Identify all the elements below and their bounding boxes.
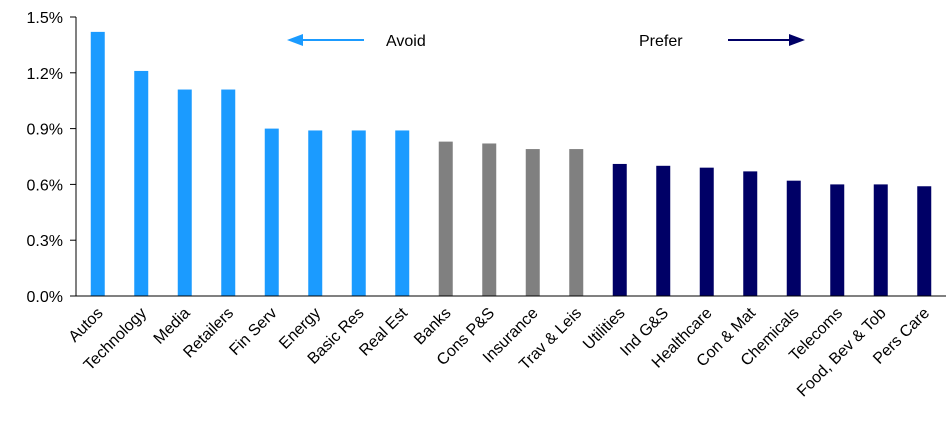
legend: Avoid Prefer <box>287 33 805 50</box>
y-tick-label: 1.5% <box>27 10 63 27</box>
bar-media <box>177 89 192 296</box>
bars <box>90 31 932 296</box>
bar-technology <box>134 70 149 296</box>
legend-avoid-label: Avoid <box>386 33 426 50</box>
bar-ind-g-s <box>656 165 671 296</box>
x-tick-label: Fin Serv <box>226 305 280 359</box>
bar-telecoms <box>830 184 845 296</box>
bar-retailers <box>221 89 236 296</box>
bar-insurance <box>525 149 540 296</box>
bar-fin-serv <box>264 128 279 296</box>
y-tick-label: 0.6% <box>27 177 63 194</box>
bar-utilities <box>612 163 627 296</box>
legend-prefer-label: Prefer <box>639 33 683 50</box>
bar-banks <box>438 141 453 296</box>
x-tick-label: Media <box>151 305 194 348</box>
bar-autos <box>90 31 105 296</box>
legend-prefer: Prefer <box>639 33 805 50</box>
y-tick-label: 0.0% <box>27 289 63 306</box>
legend-avoid: Avoid <box>287 33 426 50</box>
bar-basic-res <box>351 130 366 296</box>
y-axis: 0.0% 0.3% 0.6% 0.9% 1.2% 1.5% <box>27 10 77 306</box>
bar-energy <box>308 130 323 296</box>
bar-food-bev-tob <box>873 184 888 296</box>
bar-cons-p-s <box>482 143 497 296</box>
bar-con-mat <box>743 171 758 296</box>
bar-pers-care <box>917 186 932 296</box>
bar-chemicals <box>786 180 801 296</box>
prefer-arrow-head-icon <box>789 34 805 46</box>
y-tick-label: 1.2% <box>27 66 63 83</box>
y-tick-label: 0.3% <box>27 233 63 250</box>
bar-real-est <box>395 130 410 296</box>
x-tick-label: Real Est <box>356 304 411 359</box>
avoid-arrow-head-icon <box>287 34 303 46</box>
x-tick-label: Autos <box>66 305 107 346</box>
bar-trav-leis <box>569 149 584 296</box>
y-tick-label: 0.9% <box>27 122 63 139</box>
bar-healthcare <box>699 167 714 296</box>
